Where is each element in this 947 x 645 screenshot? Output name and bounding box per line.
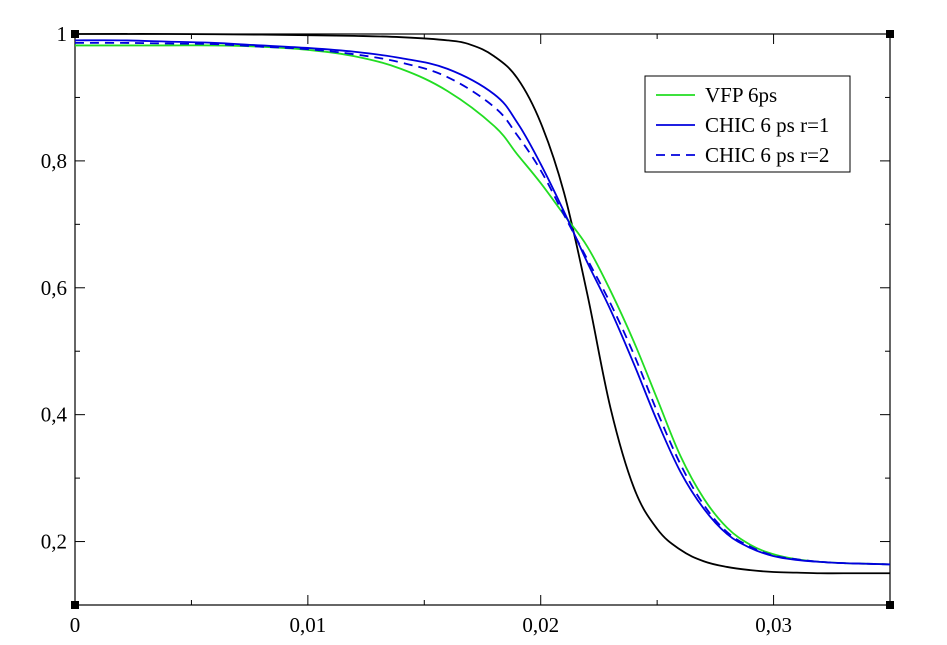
x-tick-label: 0,01 (289, 613, 326, 637)
y-tick-label: 1 (57, 22, 68, 46)
legend-label: CHIC 6 ps r=1 (705, 113, 829, 137)
y-tick-label: 0,8 (41, 149, 67, 173)
x-tick-label: 0,02 (522, 613, 559, 637)
axes-layer: 0 0,01 0,02 0,03 0,2 0,4 0,6 0,8 1 (41, 22, 894, 637)
x-tick-label: 0,03 (755, 613, 792, 637)
series-line-chic-6-ps-r-2 (74, 41, 891, 566)
series-line-reference (74, 33, 890, 575)
plot-frame (74, 33, 891, 606)
legend-label: CHIC 6 ps r=2 (705, 143, 829, 167)
legend: VFP 6ps CHIC 6 ps r=1 CHIC 6 ps r=2 (644, 75, 851, 173)
y-tick-label: 0,2 (41, 530, 67, 554)
series-layer (74, 33, 891, 575)
legend-label: VFP 6ps (705, 83, 777, 107)
y-tick-label: 0,4 (41, 403, 68, 427)
legend-box (644, 75, 851, 173)
series-line-chic-6-ps-r-1 (74, 39, 891, 566)
x-tick-label: 0 (70, 613, 81, 637)
y-tick-label: 0,6 (41, 276, 67, 300)
